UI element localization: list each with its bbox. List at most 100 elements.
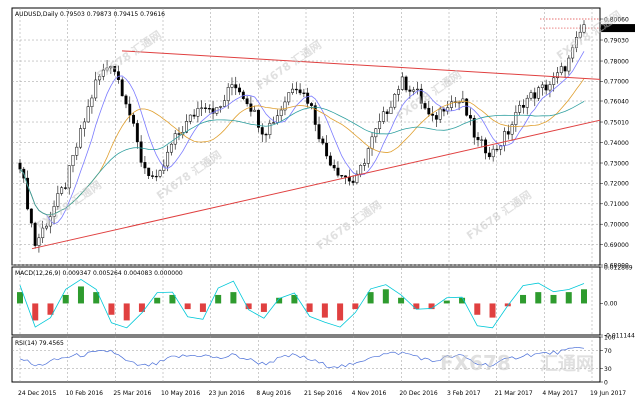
candle-body xyxy=(245,98,249,105)
candle-body xyxy=(347,176,351,182)
candle-body xyxy=(438,108,442,120)
candle-body xyxy=(559,66,563,74)
candle-body xyxy=(63,187,67,189)
candle-body xyxy=(60,187,64,194)
candle-body xyxy=(116,71,120,80)
date-axis-label: 25 Mar 2016 xyxy=(113,390,151,397)
candle-body xyxy=(45,225,48,229)
macd-histogram-bar xyxy=(108,303,115,315)
watermark-text: FX678 汇通网 xyxy=(314,198,384,252)
trendline-lower xyxy=(31,119,601,250)
date-axis-label: 10 May 2016 xyxy=(161,390,200,397)
candle-body xyxy=(264,133,268,136)
macd-histogram-bar xyxy=(520,294,527,304)
candle-body xyxy=(563,66,567,72)
candle-body xyxy=(230,84,234,88)
candle-body xyxy=(540,84,544,88)
candle-body xyxy=(139,141,143,163)
rsi-axis-label: 30 xyxy=(604,366,612,373)
candle-body xyxy=(204,107,207,109)
candle-body xyxy=(366,148,370,164)
date-axis-label: 21 Sep 2016 xyxy=(304,390,342,397)
candle-body xyxy=(415,88,419,91)
macd-histogram-bar xyxy=(62,294,69,304)
watermark-text: FX678 汇通网 xyxy=(464,188,534,242)
candle-body xyxy=(272,122,276,124)
macd-histogram-bar xyxy=(367,292,374,304)
date-axis-label: 23 Jun 2016 xyxy=(209,390,245,397)
rsi-axis-label: 0 xyxy=(604,379,608,386)
candle-body xyxy=(321,138,325,144)
macd-histogram-bar xyxy=(123,303,130,321)
macd-histogram-bar xyxy=(199,303,206,312)
candle-body xyxy=(26,177,30,210)
candle-body xyxy=(151,175,154,177)
ohlc-label: 0.79503 0.79873 0.79415 0.79616 xyxy=(60,11,165,18)
candle-body xyxy=(525,97,529,108)
candle-body xyxy=(344,175,347,178)
candle-body xyxy=(94,79,98,99)
candle-body xyxy=(495,148,499,151)
ma-mid-line xyxy=(19,78,585,216)
candle-body xyxy=(419,88,423,104)
macd-axis-label: -0.011144 xyxy=(604,332,635,339)
candle-body xyxy=(556,72,559,79)
macd-histogram-bar xyxy=(77,286,84,304)
candle-body xyxy=(472,117,476,138)
candle-body xyxy=(113,66,117,72)
candle-body xyxy=(67,165,71,189)
candle-body xyxy=(332,164,336,169)
price-axis-label: 0.78000 xyxy=(604,58,629,65)
date-axis-label: 21 Mar 2017 xyxy=(495,390,533,397)
candle-body xyxy=(325,142,329,157)
candle-body xyxy=(450,101,453,108)
macd-axis-label: 0.00 xyxy=(604,301,618,308)
candle-body xyxy=(185,121,189,133)
candle-body xyxy=(567,57,571,72)
macd-histogram-bar xyxy=(565,292,572,304)
candle-body xyxy=(359,165,363,175)
macd-histogram-bar xyxy=(504,303,511,307)
candle-body xyxy=(385,111,389,114)
candle-body xyxy=(169,143,173,153)
candle-body xyxy=(574,37,578,48)
candle-body xyxy=(499,145,503,150)
candle-body xyxy=(75,146,79,156)
macd-histogram-bar xyxy=(291,294,298,304)
candle-body xyxy=(491,148,495,158)
candle-body xyxy=(506,131,510,135)
candle-body xyxy=(529,92,533,99)
candle-body xyxy=(109,66,113,69)
candle-body xyxy=(101,69,105,77)
candle-body xyxy=(162,165,166,171)
trendline-upper xyxy=(121,50,601,80)
candle-body xyxy=(378,121,382,129)
candle-body xyxy=(310,103,313,106)
macd-label: MACD(12,26,9) 0.009347 0.005264 0.004083… xyxy=(15,270,183,277)
macd-histogram-bar xyxy=(215,294,222,304)
watermark-text-large: FX678 xyxy=(440,351,511,375)
price-axis-label: 0.75010 xyxy=(604,119,629,126)
macd-histogram-bar xyxy=(230,292,237,304)
candle-body xyxy=(355,173,359,183)
candle-body xyxy=(52,206,56,217)
macd-histogram-bar xyxy=(306,303,313,312)
candle-body xyxy=(465,98,469,116)
macd-histogram-bar xyxy=(474,303,481,315)
candle-body xyxy=(222,100,226,107)
price-axis-label: 0.74000 xyxy=(604,140,629,147)
price-axis-label: 0.70000 xyxy=(604,222,629,229)
candle-body xyxy=(177,133,181,135)
macd-histogram-bar xyxy=(337,303,344,321)
macd-histogram-bar xyxy=(443,300,450,304)
candle-body xyxy=(200,107,204,109)
price-axis-label: 0.79030 xyxy=(604,37,629,44)
candle-body xyxy=(412,89,416,92)
price-axis-label: 0.80060 xyxy=(604,16,629,23)
macd-histogram-bar xyxy=(276,297,283,304)
candle-body xyxy=(207,108,211,110)
candle-body xyxy=(544,84,548,91)
macd-signal-line xyxy=(19,278,585,329)
candle-body xyxy=(468,115,472,119)
